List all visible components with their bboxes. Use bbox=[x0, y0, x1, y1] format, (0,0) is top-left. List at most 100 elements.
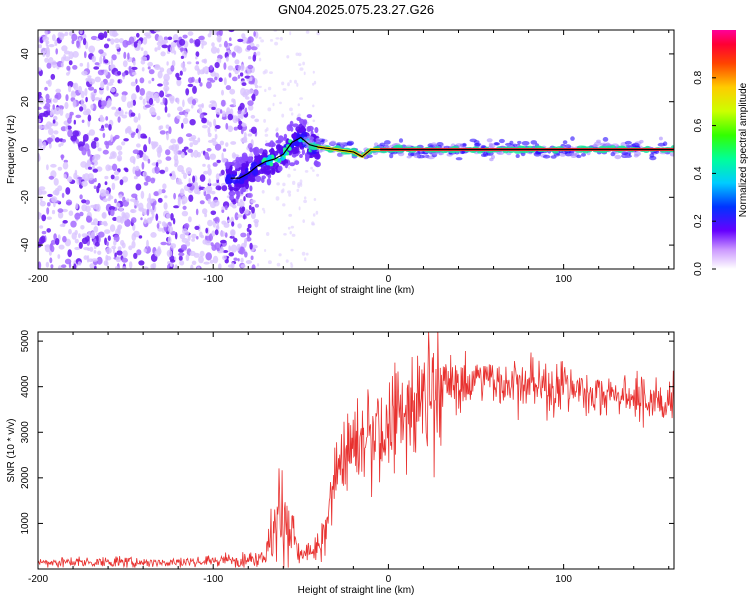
spectrogram-cell bbox=[142, 153, 147, 161]
spectrogram-cell bbox=[230, 262, 235, 269]
spectrogram-cell bbox=[69, 111, 74, 116]
spectrogram-cell bbox=[315, 137, 322, 142]
spectrogram-cell bbox=[173, 192, 177, 200]
snr-y-tick-label: 4000 bbox=[20, 375, 31, 398]
spectrogram-cell bbox=[114, 266, 119, 269]
spectrogram-cell bbox=[91, 258, 98, 262]
spectrogram-cell bbox=[178, 255, 183, 261]
spectrogram-cell bbox=[130, 132, 135, 138]
spectrogram-cell bbox=[165, 81, 170, 86]
spectrogram-cell bbox=[61, 192, 65, 199]
spectrogram-cell bbox=[264, 133, 269, 137]
spectrogram-cell bbox=[263, 209, 266, 214]
spectrogram-cell bbox=[289, 120, 294, 127]
spectrogram-cell bbox=[164, 195, 168, 199]
spectrogram-cell bbox=[115, 202, 121, 208]
spectrogram-cell bbox=[184, 113, 188, 118]
spectrogram-cell bbox=[65, 113, 70, 119]
spectrogram-cell bbox=[183, 172, 187, 179]
spectrogram-cell bbox=[298, 206, 301, 211]
spectrogram-cell bbox=[155, 213, 159, 221]
spectrogram-cell bbox=[228, 252, 235, 257]
spectrogram-cell bbox=[240, 264, 246, 268]
spectrogram-cell bbox=[142, 171, 148, 176]
spectrogram-cell bbox=[93, 226, 99, 233]
spectrogram-cell bbox=[229, 88, 236, 95]
spectrogram-cell bbox=[228, 245, 232, 253]
spectrogram-cell bbox=[297, 103, 300, 107]
spectrogram-cell bbox=[99, 116, 105, 123]
spectrogram-cell bbox=[222, 110, 226, 118]
spectrogram-cell bbox=[195, 208, 199, 216]
spectrogram-cell bbox=[193, 149, 199, 158]
spectrogram-cell bbox=[88, 129, 96, 136]
spectrogram-cell bbox=[225, 162, 230, 170]
snr-x-axis: -200 -100 0 100 bbox=[28, 332, 670, 585]
spectrogram-cell bbox=[139, 96, 143, 101]
spectrogram-cell bbox=[305, 252, 309, 256]
spectrogram-cell bbox=[164, 105, 168, 113]
spectrogram-cell bbox=[70, 220, 77, 228]
spectrogram-cell bbox=[201, 117, 207, 124]
spectrogram-cell bbox=[269, 71, 273, 74]
spectrogram-cell bbox=[250, 255, 254, 261]
spectrogram-cell bbox=[102, 149, 109, 155]
spectrogram-cell bbox=[74, 212, 81, 220]
spectrogram-cell bbox=[52, 119, 56, 124]
spectrogram-cell bbox=[135, 165, 140, 171]
spectrogram-cell bbox=[55, 48, 58, 55]
spectrogram-cell bbox=[120, 216, 124, 224]
spectrogram-cell bbox=[119, 179, 124, 186]
spectrogram-cell bbox=[288, 166, 291, 170]
spectrogram-cell bbox=[49, 243, 53, 251]
spectrogram-cell bbox=[192, 85, 197, 94]
spectrogram-cell bbox=[530, 140, 538, 145]
spectrogram-cell bbox=[288, 139, 293, 144]
spectrogram-cell bbox=[275, 196, 280, 201]
spectrogram-cell bbox=[624, 140, 632, 145]
spectrogram-cell bbox=[241, 139, 248, 143]
spectrogram-cell bbox=[68, 85, 72, 93]
spectrogram-cell bbox=[276, 182, 280, 186]
spectrogram-cell bbox=[38, 124, 43, 130]
spectrogram-cell bbox=[198, 107, 203, 115]
spectrogram-cell bbox=[117, 150, 123, 156]
spectrogram-cell bbox=[276, 127, 279, 131]
spectrogram-cell bbox=[152, 202, 155, 211]
spectrogram-cell bbox=[196, 191, 201, 195]
spectrogram-cell bbox=[87, 77, 93, 83]
spectrogram-cell bbox=[133, 175, 138, 180]
spectrogram-cell bbox=[669, 152, 674, 157]
spectrogram-cell bbox=[52, 34, 56, 42]
spectrogram-cell bbox=[140, 47, 144, 51]
spectrogram-cell bbox=[189, 38, 194, 44]
spectrogram-cell bbox=[413, 154, 421, 159]
spectrogram-cell bbox=[64, 31, 69, 36]
spectrogram-cell bbox=[261, 177, 265, 183]
spectrogram-cell bbox=[431, 142, 437, 146]
spectrogram-cell bbox=[81, 199, 87, 204]
spectrogram-cell bbox=[245, 167, 249, 174]
spectrogram-cell bbox=[241, 122, 247, 127]
spectrogram-cell bbox=[147, 61, 154, 67]
spectrogram-cell bbox=[216, 247, 220, 252]
spectrogram-cell bbox=[128, 245, 133, 251]
spectrogram-cell bbox=[197, 266, 200, 269]
spectrogram-cell bbox=[258, 85, 262, 89]
spectrogram-cell bbox=[241, 206, 246, 212]
spectrogram-cell bbox=[44, 86, 48, 91]
spectrogram-cell bbox=[473, 140, 480, 145]
spectrogram-cell bbox=[243, 240, 247, 248]
spectrogram-cell bbox=[65, 124, 68, 132]
spectrogram-cell bbox=[127, 52, 130, 60]
spectrogram-cell bbox=[148, 80, 152, 84]
spectrogram-cell bbox=[117, 79, 121, 84]
spectrogram-cell bbox=[147, 158, 151, 164]
spectrogram-cell bbox=[177, 198, 181, 207]
spectrogram-cell bbox=[59, 223, 65, 227]
spectrogram-cell bbox=[570, 136, 575, 141]
spectrogram-cell bbox=[221, 185, 228, 192]
spectrogram-cell bbox=[427, 156, 435, 160]
spectrogram-cell bbox=[86, 159, 91, 166]
spectrogram-cell bbox=[61, 264, 67, 269]
